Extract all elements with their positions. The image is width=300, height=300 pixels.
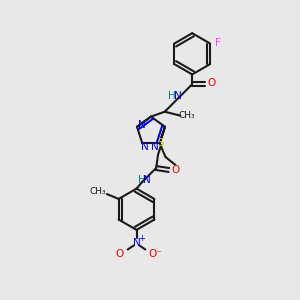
Text: N: N — [141, 142, 149, 152]
Text: H: H — [168, 91, 176, 101]
Text: N: N — [138, 120, 146, 130]
Text: O⁻: O⁻ — [148, 249, 162, 260]
Text: N: N — [133, 238, 140, 248]
Text: O: O — [172, 165, 180, 175]
Text: CH₃: CH₃ — [90, 187, 106, 196]
Text: N: N — [143, 175, 151, 185]
Text: +: + — [138, 234, 145, 243]
Text: O: O — [208, 78, 216, 88]
Text: O: O — [116, 249, 124, 260]
Text: F: F — [215, 38, 221, 47]
Text: H: H — [138, 175, 145, 185]
Text: N: N — [151, 142, 159, 152]
Text: S: S — [158, 137, 164, 148]
Text: N: N — [174, 91, 182, 101]
Text: CH₃: CH₃ — [179, 111, 196, 120]
